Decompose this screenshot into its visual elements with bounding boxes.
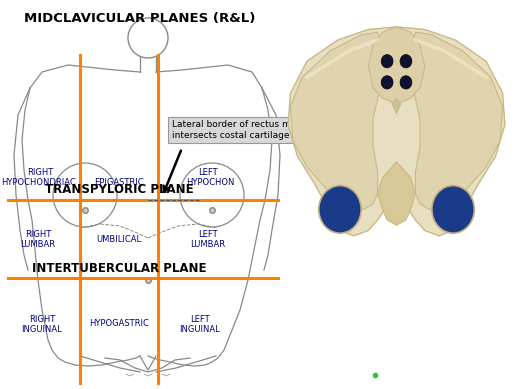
Polygon shape: [392, 98, 401, 114]
Text: HYPOCHONDRIAC: HYPOCHONDRIAC: [1, 177, 76, 186]
Text: LEFT: LEFT: [198, 168, 218, 177]
Text: TRANSPYLORIC PLANE: TRANSPYLORIC PLANE: [45, 183, 193, 196]
Circle shape: [400, 54, 412, 68]
Circle shape: [319, 186, 361, 233]
Circle shape: [432, 186, 474, 233]
Text: LUMBAR: LUMBAR: [191, 240, 225, 249]
Text: RIGHT: RIGHT: [25, 230, 51, 238]
Circle shape: [381, 76, 393, 89]
Polygon shape: [368, 27, 425, 103]
Circle shape: [400, 76, 412, 89]
Text: RIGHT: RIGHT: [27, 168, 53, 177]
Polygon shape: [411, 32, 502, 209]
Text: MIDCLAVICULAR PLANES (R&L): MIDCLAVICULAR PLANES (R&L): [24, 12, 256, 25]
Text: RIGHT: RIGHT: [29, 314, 55, 324]
Polygon shape: [378, 162, 415, 225]
Circle shape: [381, 54, 393, 68]
Text: INTERTUBERCULAR PLANE: INTERTUBERCULAR PLANE: [32, 262, 206, 275]
Text: LUMBAR: LUMBAR: [20, 240, 55, 249]
Text: INGUINAL: INGUINAL: [22, 324, 62, 333]
Polygon shape: [291, 32, 382, 209]
Text: HYPOCHON: HYPOCHON: [186, 177, 234, 186]
Text: Lateral border of rectus m.
intersects costal cartilage: Lateral border of rectus m. intersects c…: [172, 120, 294, 140]
Text: UMBILICAL: UMBILICAL: [96, 235, 141, 244]
Text: LEFT: LEFT: [198, 230, 218, 238]
Text: HYPOGASTRIC: HYPOGASTRIC: [89, 319, 149, 328]
Text: LEFT: LEFT: [190, 314, 210, 324]
Text: EPIGASTRIC: EPIGASTRIC: [94, 177, 144, 186]
Text: INGUINAL: INGUINAL: [180, 324, 220, 333]
Polygon shape: [288, 27, 505, 236]
